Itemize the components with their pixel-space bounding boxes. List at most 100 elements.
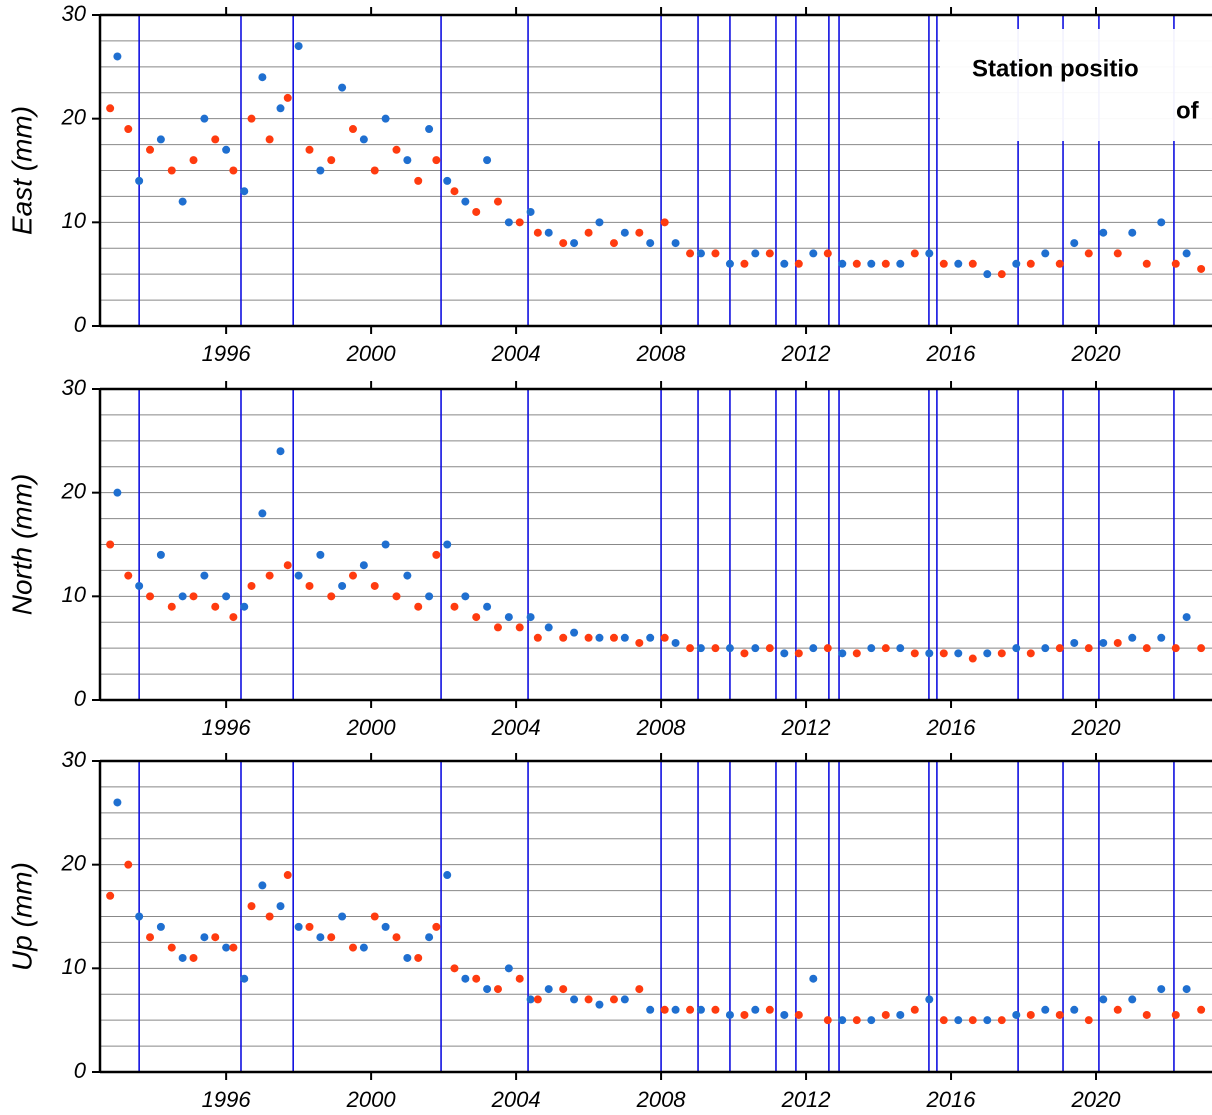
point — [1055, 1010, 1064, 1019]
point — [997, 1016, 1006, 1025]
point — [403, 953, 412, 962]
point — [867, 259, 876, 268]
point — [316, 550, 325, 559]
point — [294, 42, 303, 51]
point — [425, 933, 434, 942]
point — [178, 953, 187, 962]
y-tick-label: 30 — [62, 747, 87, 772]
point — [954, 649, 963, 658]
point — [472, 207, 481, 216]
point — [338, 912, 347, 921]
point — [135, 581, 144, 590]
point — [696, 249, 705, 258]
point — [635, 228, 644, 237]
point — [751, 249, 760, 258]
point — [954, 259, 963, 268]
point — [461, 197, 470, 206]
point — [229, 613, 238, 622]
point — [370, 581, 379, 590]
point — [283, 93, 292, 102]
x-tick-label: 2016 — [926, 1087, 977, 1112]
y-axis-label: Up (mm) — [6, 862, 37, 971]
annotation: Station positio — [972, 55, 1139, 82]
point — [258, 73, 267, 82]
point — [1142, 1010, 1151, 1019]
point — [200, 114, 209, 123]
x-tick-label: 2016 — [926, 341, 977, 366]
panel: 0 10 20 30 1996 2000 2004 2008 2012 2016 2020 Up (m… — [6, 747, 1212, 1112]
point — [240, 187, 249, 196]
point — [1055, 644, 1064, 653]
point — [1171, 1010, 1180, 1019]
point — [359, 943, 368, 952]
point — [823, 644, 832, 653]
point — [493, 623, 502, 632]
point — [765, 644, 774, 653]
point — [595, 1000, 604, 1009]
point — [983, 270, 992, 279]
point — [1026, 259, 1035, 268]
y-axis-label: North (mm) — [6, 474, 37, 616]
x-tick-label: 2004 — [491, 1087, 541, 1112]
point — [222, 943, 231, 952]
point — [403, 156, 412, 165]
point — [283, 871, 292, 880]
point — [156, 550, 165, 559]
point — [671, 638, 680, 647]
point — [660, 1005, 669, 1014]
point — [751, 644, 760, 653]
point — [443, 871, 452, 880]
x-tick-label: 2008 — [636, 341, 687, 366]
point — [1182, 249, 1191, 258]
point — [1157, 633, 1166, 642]
point — [1012, 1010, 1021, 1019]
point — [968, 259, 977, 268]
point — [983, 649, 992, 658]
point — [276, 104, 285, 113]
point — [609, 633, 618, 642]
annotation-box — [940, 29, 1212, 141]
point — [472, 613, 481, 622]
point — [124, 860, 133, 869]
point — [765, 249, 774, 258]
point — [1084, 249, 1093, 258]
point — [544, 623, 553, 632]
point — [381, 540, 390, 549]
point — [1197, 264, 1206, 273]
point — [348, 125, 357, 134]
point — [711, 1005, 720, 1014]
x-tick-label: 2004 — [491, 715, 541, 740]
point — [1157, 218, 1166, 227]
x-tick-label: 2020 — [1071, 341, 1122, 366]
point — [359, 561, 368, 570]
point — [294, 571, 303, 580]
point — [544, 228, 553, 237]
point — [327, 933, 336, 942]
point — [838, 259, 847, 268]
point — [178, 197, 187, 206]
point — [696, 644, 705, 653]
point — [809, 644, 818, 653]
point — [305, 922, 314, 931]
point — [1128, 633, 1137, 642]
y-tick-label: 30 — [62, 375, 87, 400]
y-tick-label: 20 — [61, 478, 87, 503]
point — [740, 259, 749, 268]
point — [609, 239, 618, 248]
point — [504, 613, 513, 622]
point — [240, 974, 249, 983]
point — [939, 259, 948, 268]
point — [450, 602, 459, 611]
point — [711, 644, 720, 653]
point — [867, 1016, 876, 1025]
y-axis-label: East (mm) — [6, 106, 37, 235]
point — [609, 995, 618, 1004]
point — [1182, 985, 1191, 994]
point — [189, 156, 198, 165]
point — [696, 1005, 705, 1014]
point — [338, 581, 347, 590]
point — [414, 176, 423, 185]
point — [1099, 228, 1108, 237]
point — [671, 1005, 680, 1014]
point — [425, 592, 434, 601]
